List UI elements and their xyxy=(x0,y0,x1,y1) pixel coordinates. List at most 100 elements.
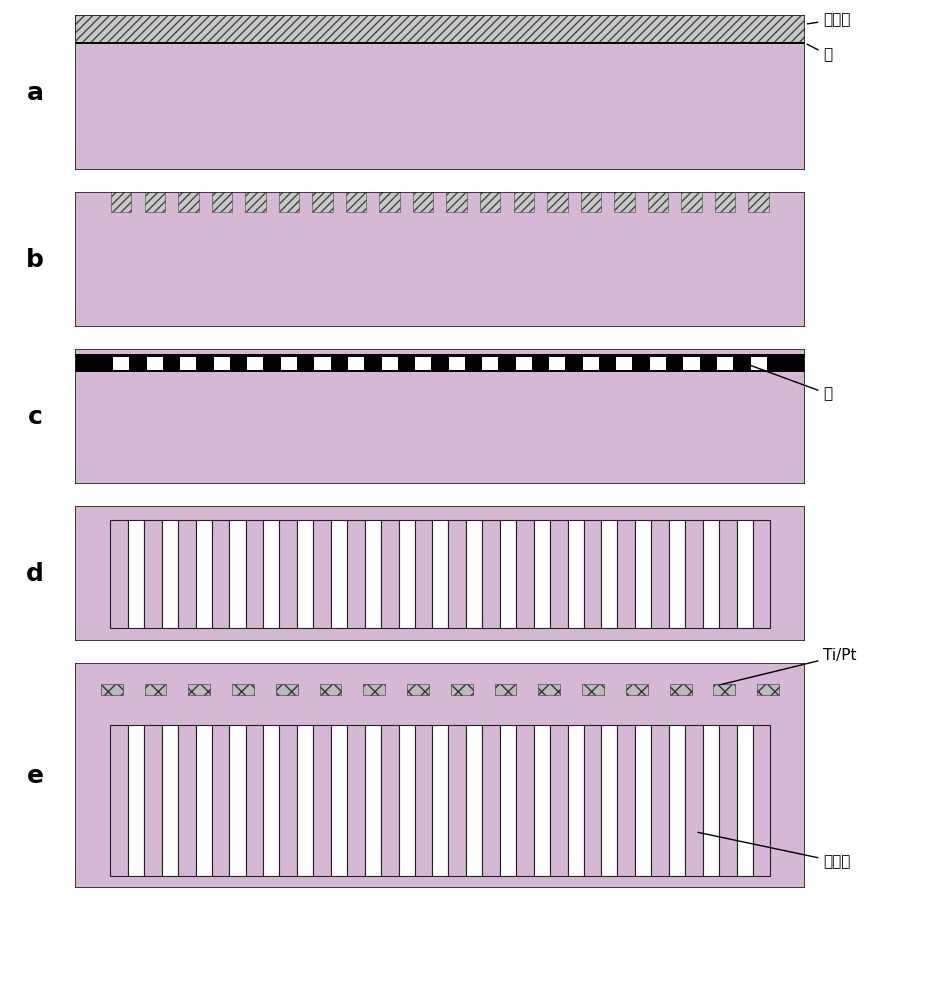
Bar xyxy=(482,725,500,876)
Bar xyxy=(212,725,230,876)
Bar xyxy=(415,725,432,876)
Bar xyxy=(482,520,500,628)
Bar xyxy=(753,725,771,876)
Bar xyxy=(212,188,232,212)
Bar xyxy=(547,188,567,212)
Text: e: e xyxy=(26,764,43,788)
Bar xyxy=(365,520,381,628)
Text: a: a xyxy=(26,81,43,104)
Bar xyxy=(601,520,617,628)
Bar xyxy=(500,520,516,628)
Bar xyxy=(196,520,212,628)
Bar xyxy=(448,520,466,628)
Bar xyxy=(246,520,263,628)
Bar xyxy=(230,520,246,628)
Bar xyxy=(583,725,601,876)
Bar xyxy=(75,42,805,44)
Bar xyxy=(635,520,651,628)
Bar xyxy=(516,357,532,370)
Bar xyxy=(550,725,567,876)
Bar xyxy=(379,188,400,212)
Bar xyxy=(715,188,735,212)
Bar xyxy=(751,357,767,370)
Bar xyxy=(110,725,128,876)
Bar xyxy=(449,357,465,370)
Bar xyxy=(181,357,197,370)
Bar xyxy=(451,684,472,695)
Bar xyxy=(685,520,703,628)
Bar xyxy=(413,188,434,212)
Bar xyxy=(581,188,601,212)
Bar xyxy=(432,725,448,876)
Bar xyxy=(516,520,534,628)
Bar xyxy=(162,725,178,876)
Text: 光刻胶: 光刻胶 xyxy=(807,12,851,27)
Bar xyxy=(415,357,431,370)
Bar xyxy=(128,520,144,628)
Bar xyxy=(500,725,516,876)
Bar xyxy=(281,357,297,370)
Bar xyxy=(188,684,210,695)
Bar xyxy=(583,520,601,628)
Bar xyxy=(482,357,499,370)
Bar xyxy=(314,357,330,370)
Bar xyxy=(162,520,178,628)
Bar xyxy=(669,725,685,876)
Bar xyxy=(683,357,699,370)
Bar xyxy=(297,520,313,628)
Bar xyxy=(448,725,466,876)
Bar xyxy=(279,725,297,876)
Bar xyxy=(246,188,265,212)
Bar xyxy=(538,684,560,695)
Bar xyxy=(101,684,122,695)
Bar xyxy=(111,188,132,212)
Bar xyxy=(313,725,331,876)
Bar xyxy=(614,188,634,212)
Bar xyxy=(75,354,805,372)
Bar xyxy=(650,357,666,370)
Bar xyxy=(466,520,482,628)
Bar xyxy=(737,725,753,876)
Bar xyxy=(617,725,635,876)
Bar xyxy=(279,520,297,628)
Bar xyxy=(432,520,448,628)
Bar xyxy=(582,684,604,695)
Bar xyxy=(382,357,398,370)
Bar xyxy=(713,684,735,695)
Bar xyxy=(75,43,805,170)
Bar xyxy=(647,188,668,212)
Bar xyxy=(567,520,583,628)
Text: c: c xyxy=(27,405,42,429)
Bar xyxy=(717,357,733,370)
Bar xyxy=(550,357,566,370)
Bar xyxy=(331,520,347,628)
Bar xyxy=(685,725,703,876)
Text: b: b xyxy=(26,248,44,272)
Bar xyxy=(446,188,467,212)
Bar xyxy=(247,357,263,370)
Bar xyxy=(113,357,129,370)
Bar xyxy=(398,725,415,876)
Bar xyxy=(748,188,769,212)
Bar xyxy=(365,725,381,876)
Bar xyxy=(320,684,342,695)
Bar xyxy=(670,684,692,695)
Bar xyxy=(214,357,230,370)
Bar xyxy=(196,725,212,876)
Bar xyxy=(276,684,297,695)
Bar xyxy=(145,684,167,695)
Bar xyxy=(279,188,299,212)
Bar xyxy=(144,520,162,628)
Text: 铝: 铝 xyxy=(749,365,833,401)
Bar xyxy=(347,725,365,876)
Bar xyxy=(178,520,196,628)
Bar xyxy=(331,725,347,876)
Bar xyxy=(681,188,702,212)
Bar xyxy=(246,725,263,876)
Bar xyxy=(651,725,669,876)
Bar xyxy=(147,357,163,370)
Bar xyxy=(297,725,313,876)
Bar xyxy=(398,520,415,628)
Text: Ti/Pt: Ti/Pt xyxy=(720,648,857,685)
Bar xyxy=(466,725,482,876)
